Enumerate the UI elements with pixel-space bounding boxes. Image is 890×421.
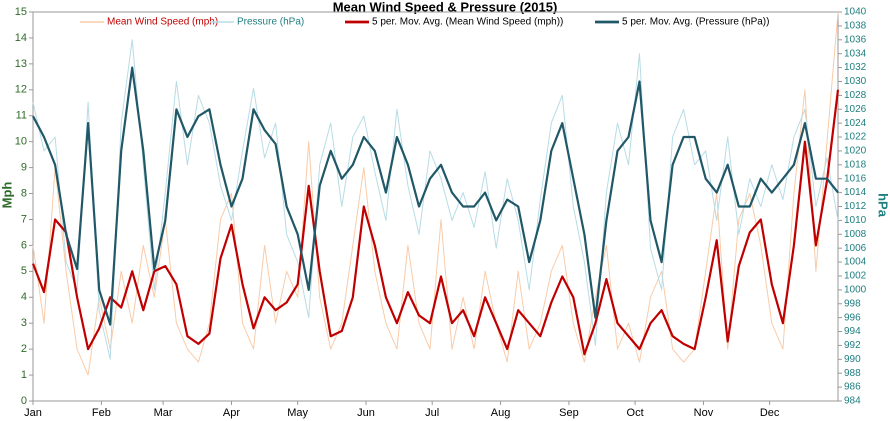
y-tick-label: 0	[21, 395, 27, 407]
y2-tick-label: 1028	[844, 90, 867, 101]
x-tick-label: Apr	[223, 407, 240, 419]
y2-tick-label: 1026	[844, 104, 867, 115]
y2-tick-label: 1014	[844, 187, 867, 198]
y2-tick-label: 1018	[844, 159, 867, 170]
y2-tick-label: 992	[844, 340, 861, 351]
x-tick-label: Feb	[92, 407, 111, 419]
y-tick-label: 8	[21, 187, 27, 199]
y2-tick-label: 986	[844, 382, 861, 393]
y2-tick-label: 1036	[844, 34, 867, 45]
x-tick-label: Jan	[24, 407, 42, 419]
y2-tick-label: 996	[844, 312, 861, 323]
y2-tick-label: 1038	[844, 21, 867, 32]
x-tick-label: Oct	[627, 407, 644, 419]
y-tick-label: 2	[21, 343, 27, 355]
x-tick-label: May	[287, 407, 308, 419]
y-tick-label: 10	[15, 136, 27, 148]
y-tick-label: 12	[15, 84, 27, 96]
y-tick-label: 11	[16, 110, 27, 122]
x-tick-label: Jun	[357, 407, 375, 419]
x-tick-label: Nov	[694, 407, 714, 419]
y-tick-label: 14	[15, 32, 27, 44]
legend-label: Mean Wind Speed (mph)	[107, 17, 218, 28]
y2-tick-label: 984	[844, 396, 861, 407]
y2-tick-label: 988	[844, 368, 861, 379]
y2-tick-label: 1004	[844, 257, 867, 268]
y-tick-label: 9	[21, 162, 27, 174]
y-tick-label: 4	[21, 291, 27, 303]
x-tick-label: Dec	[760, 407, 780, 419]
y-tick-label: 6	[21, 239, 27, 251]
series-line	[32, 66, 839, 326]
y2-tick-label: 1012	[844, 201, 867, 212]
y2-tick-label: 994	[844, 326, 861, 337]
y2-tick-label: 1010	[844, 215, 867, 226]
y-tick-label: 1	[21, 369, 27, 381]
y-tick-label: 13	[15, 58, 27, 70]
y2-tick-label: 1008	[844, 229, 867, 240]
legend-label: 5 per. Mov. Avg. (Pressure (hPa))	[622, 17, 769, 28]
series-line	[32, 39, 839, 360]
legend-label: 5 per. Mov. Avg. (Mean Wind Speed (mph))	[372, 17, 563, 28]
y2-tick-label: 1006	[844, 243, 867, 254]
x-tick-label: Sep	[559, 407, 579, 419]
y2-tick-label: 1040	[844, 7, 867, 18]
y-tick-label: 5	[21, 265, 27, 277]
y2-tick-label: 990	[844, 354, 861, 365]
y-tick-label: 15	[15, 6, 27, 18]
y-axis-label: Mph	[0, 182, 14, 209]
y2-axis-label: hPa	[876, 193, 890, 218]
y2-tick-label: 1020	[844, 146, 867, 157]
chart-title: Mean Wind Speed & Pressure (2015)	[333, 0, 558, 14]
y2-tick-label: 998	[844, 298, 861, 309]
y2-tick-label: 1024	[844, 118, 867, 129]
y2-tick-label: 1034	[844, 48, 867, 59]
y2-tick-label: 1022	[844, 132, 867, 143]
x-tick-label: Aug	[491, 407, 511, 419]
y-tick-label: 7	[21, 213, 27, 225]
series-line	[31, 89, 840, 356]
series-line	[32, 11, 839, 376]
y2-tick-label: 1032	[844, 62, 867, 73]
x-tick-label: Jul	[425, 407, 439, 419]
y2-tick-label: 1016	[844, 173, 867, 184]
y2-tick-label: 1002	[844, 271, 867, 282]
legend-label: Pressure (hPa)	[237, 17, 304, 28]
y2-tick-label: 1000	[844, 284, 867, 295]
y2-tick-label: 1030	[844, 76, 867, 87]
x-tick-label: Mar	[154, 407, 173, 419]
y-tick-label: 3	[21, 317, 27, 329]
